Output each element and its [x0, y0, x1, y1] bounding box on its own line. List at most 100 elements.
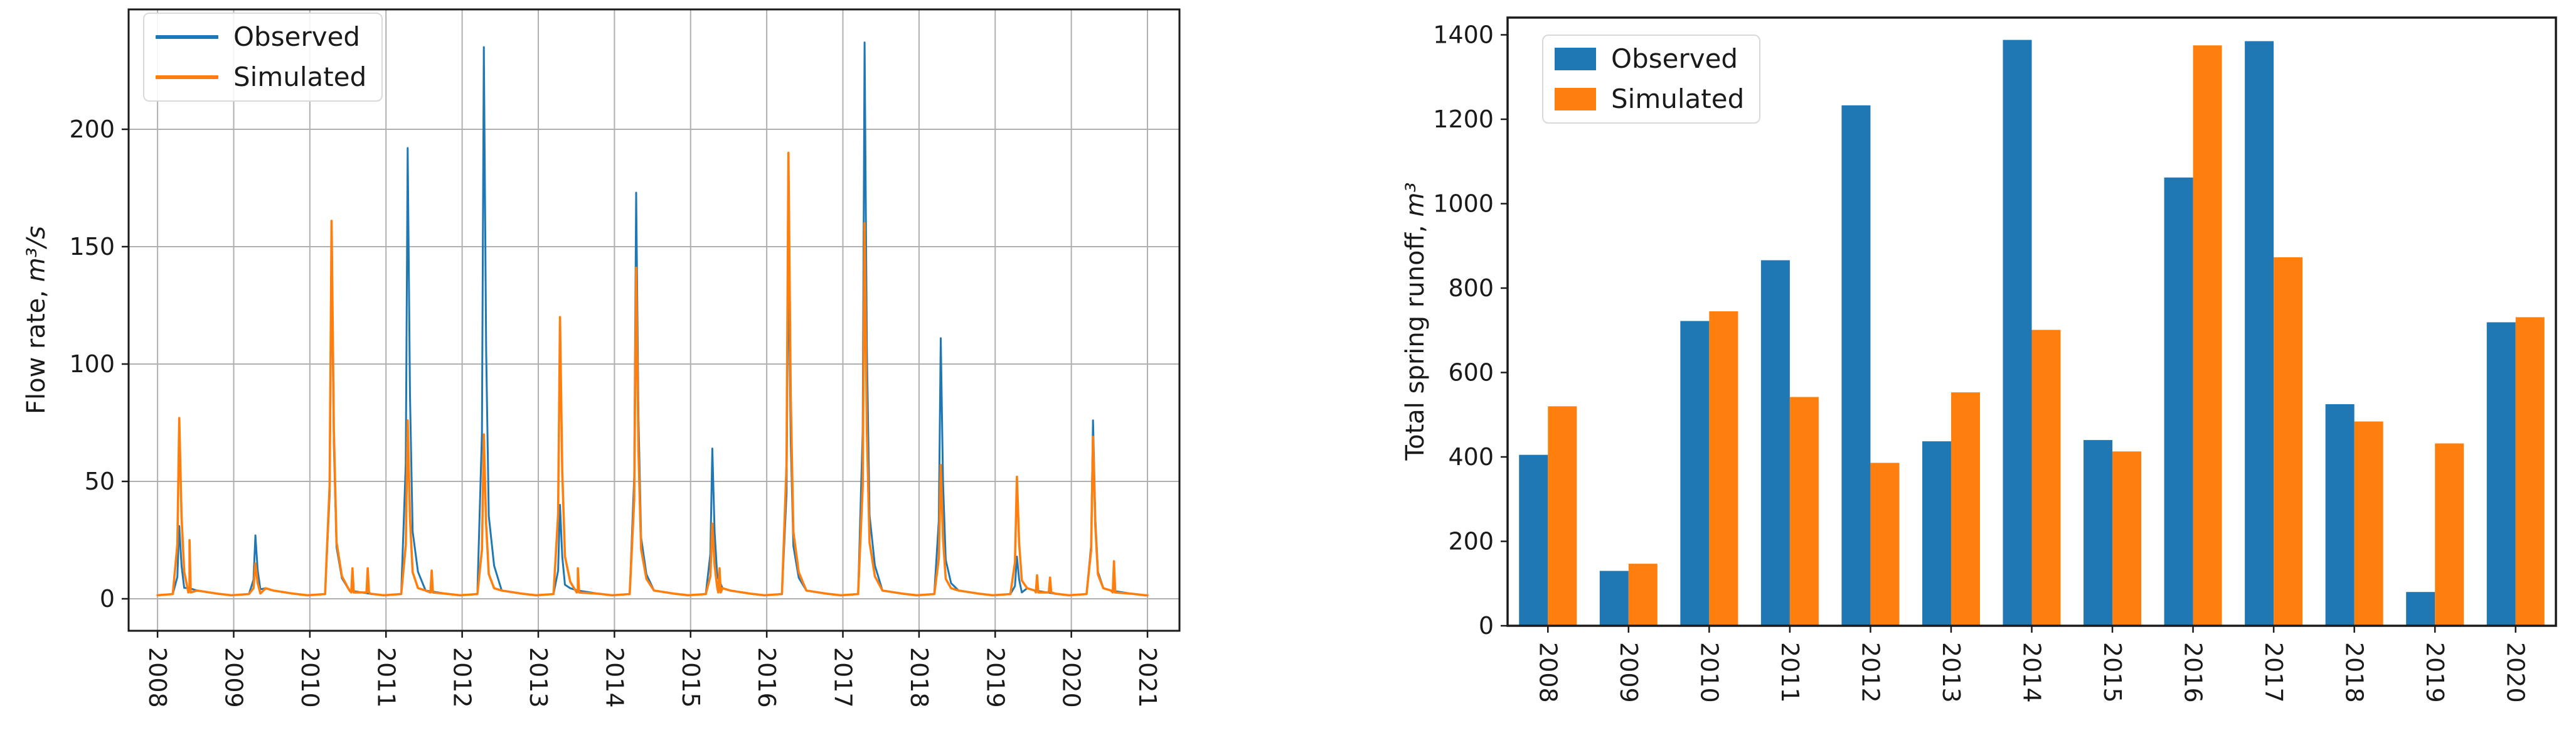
right-xtick-label: 2020: [2502, 642, 2530, 703]
simulated-bar-2014: [2031, 330, 2061, 626]
observed-patch-swatch: [1555, 48, 1596, 71]
observed-bars: [1519, 40, 2516, 626]
simulated-legend-label: Simulated: [233, 62, 367, 93]
right-xtick-label: 2008: [1534, 642, 1562, 703]
right-xtick-label: 2019: [2421, 642, 2449, 703]
right-ytick-label: 1400: [1433, 21, 1494, 49]
observed-line: [156, 41, 1149, 596]
observed-bar-2010: [1680, 321, 1710, 626]
left-ytick-label: 50: [85, 468, 115, 495]
observed-legend-label: Observed: [233, 21, 361, 52]
right-ytick-label: 400: [1448, 443, 1494, 471]
left-xtick-label: 2011: [372, 647, 400, 708]
left-xtick-label: 2009: [220, 647, 248, 708]
simulated-bar-2015: [2112, 451, 2142, 626]
right-xtick-label: 2014: [2018, 642, 2046, 703]
right-ticks: [1501, 34, 2516, 633]
simulated-bar-2019: [2435, 443, 2464, 626]
right-ytick-label: 1000: [1433, 190, 1494, 218]
left-xtick-label: 2019: [981, 647, 1009, 708]
right-xtick-label: 2018: [2341, 642, 2368, 703]
simulated-bar-2017: [2274, 257, 2303, 626]
right-xtick-label: 2011: [1776, 642, 1804, 703]
right-xtick-label: 2010: [1695, 642, 1723, 703]
left-xtick-label: 2015: [677, 647, 705, 708]
right-xtick-label: 2012: [1856, 642, 1884, 703]
observed-bar-2013: [1922, 441, 1951, 626]
simulated-legend-label-2: Simulated: [1611, 83, 1745, 115]
left-xtick-label: 2012: [449, 647, 476, 708]
right-xtick-label: 2009: [1615, 642, 1642, 703]
observed-bar-2018: [2325, 404, 2355, 626]
right-ytick-label: 1200: [1433, 105, 1494, 133]
right-ylabel-text: Total spring runoff,: [1401, 225, 1430, 461]
left-spines: [127, 8, 1181, 632]
right-xtick-label: 2016: [2179, 642, 2207, 703]
observed-bar-2009: [1599, 571, 1629, 626]
left-xtick-label: 2010: [296, 647, 324, 708]
simulated-line-swatch: [156, 75, 218, 80]
simulated-bar-2008: [1548, 406, 1577, 626]
simulated-bar-2020: [2515, 317, 2545, 626]
simulated-bar-2012: [1870, 463, 1900, 626]
simulated-bar-2011: [1789, 397, 1819, 626]
left-xtick-label: 2016: [753, 647, 780, 708]
left-tick-labels: 2008 2009 2010 2011 2012 2013 2014 2015 2016 2017…: [69, 115, 1161, 708]
left-xtick-label: 2017: [829, 647, 857, 708]
right-xtick-label: 2017: [2260, 642, 2287, 703]
right-ylabel-math: m³: [1401, 182, 1430, 217]
left-legend-simulated: Simulated: [156, 62, 367, 93]
simulated-bar-2016: [2193, 45, 2222, 626]
observed-bar-2019: [2406, 592, 2435, 626]
left-ytick-label: 200: [69, 115, 115, 143]
left-legend: Observed Simulated: [143, 13, 383, 102]
right-ytick-label: 600: [1448, 359, 1494, 387]
left-ylabel: Flow rate, m³/s: [22, 226, 51, 414]
right-legend-observed: Observed: [1555, 43, 1744, 74]
right-legend: Observed Simulated: [1542, 35, 1761, 124]
left-ytick-label: 0: [100, 585, 115, 613]
left-ytick-label: 150: [69, 233, 115, 260]
left-ylabel-math: m³/s: [22, 225, 51, 282]
left-xtick-label: 2013: [524, 647, 552, 708]
observed-bar-2014: [2003, 40, 2032, 626]
observed-bar-2011: [1760, 260, 1790, 626]
right-ytick-label: 200: [1448, 528, 1494, 555]
right-tick-labels: 2008 2009 2010 2011 2012 2013 2014 2015 2016 2017…: [1433, 21, 2529, 703]
simulated-bar-2018: [2354, 421, 2383, 626]
right-bars: [1519, 40, 2545, 626]
left-series: [156, 41, 1149, 597]
observed-bar-2012: [1841, 105, 1871, 626]
right-xtick-label: 2013: [1937, 642, 1965, 703]
observed-line-swatch: [156, 35, 218, 40]
right-legend-simulated: Simulated: [1555, 83, 1745, 115]
left-ticks: [122, 128, 1149, 638]
right-xtick-label: 2015: [2099, 642, 2126, 703]
observed-bar-2008: [1519, 454, 1548, 626]
observed-legend-label-2: Observed: [1611, 43, 1738, 74]
left-xtick-label: 2021: [1134, 647, 1161, 708]
observed-bar-2020: [2486, 322, 2516, 626]
simulated-line: [156, 151, 1149, 597]
simulated-bar-2013: [1951, 392, 1980, 626]
left-plot-border: [127, 8, 1181, 632]
simulated-bars: [1548, 45, 2545, 626]
left-legend-observed: Observed: [156, 21, 366, 52]
left-xtick-label: 2018: [905, 647, 933, 708]
left-xtick-label: 2008: [144, 647, 171, 708]
left-xtick-label: 2020: [1058, 647, 1085, 708]
left-xtick-label: 2014: [600, 647, 628, 708]
simulated-bar-2010: [1709, 311, 1738, 626]
simulated-patch-swatch: [1555, 88, 1596, 111]
observed-bar-2017: [2245, 41, 2274, 626]
simulated-bar-2009: [1628, 564, 1658, 626]
right-ytick-label: 800: [1448, 274, 1494, 302]
left-gridlines: [129, 9, 1179, 631]
right-ytick-label: 0: [1479, 612, 1494, 640]
observed-bar-2015: [2084, 440, 2113, 626]
observed-bar-2016: [2164, 177, 2193, 626]
left-ylabel-text: Flow rate,: [22, 290, 51, 415]
left-ytick-label: 100: [69, 350, 115, 378]
